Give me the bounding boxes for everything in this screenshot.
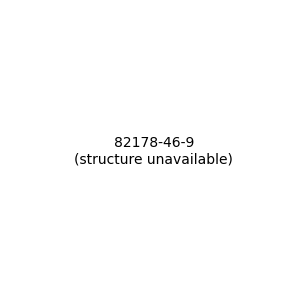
Text: 82178-46-9
(structure unavailable): 82178-46-9 (structure unavailable) <box>74 136 233 166</box>
